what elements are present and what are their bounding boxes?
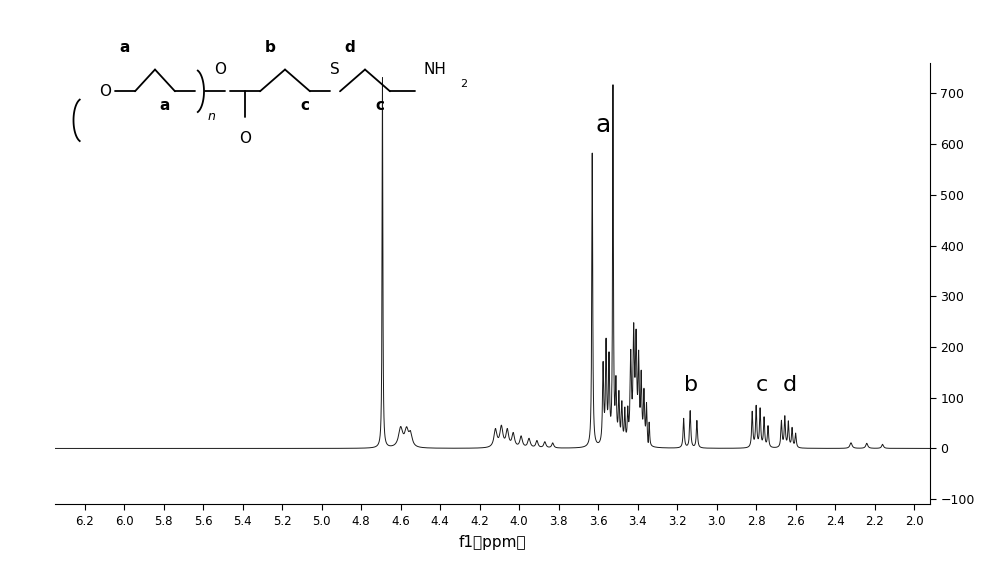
- X-axis label: f1（ppm）: f1（ppm）: [459, 535, 526, 550]
- Text: a: a: [160, 99, 170, 113]
- Text: c: c: [376, 99, 384, 113]
- Text: d: d: [345, 40, 355, 55]
- Text: b: b: [265, 40, 275, 55]
- Text: a: a: [120, 40, 130, 55]
- Text: O: O: [214, 62, 226, 77]
- Text: b: b: [684, 375, 698, 395]
- Text: O: O: [239, 131, 251, 146]
- Text: a: a: [595, 112, 611, 136]
- Text: 2: 2: [460, 79, 467, 89]
- Text: n: n: [208, 110, 215, 123]
- Text: d: d: [783, 375, 797, 395]
- Text: S: S: [330, 62, 340, 77]
- Text: c: c: [300, 99, 310, 113]
- Text: NH: NH: [424, 62, 446, 77]
- Text: O: O: [99, 84, 111, 99]
- Text: c: c: [756, 375, 768, 395]
